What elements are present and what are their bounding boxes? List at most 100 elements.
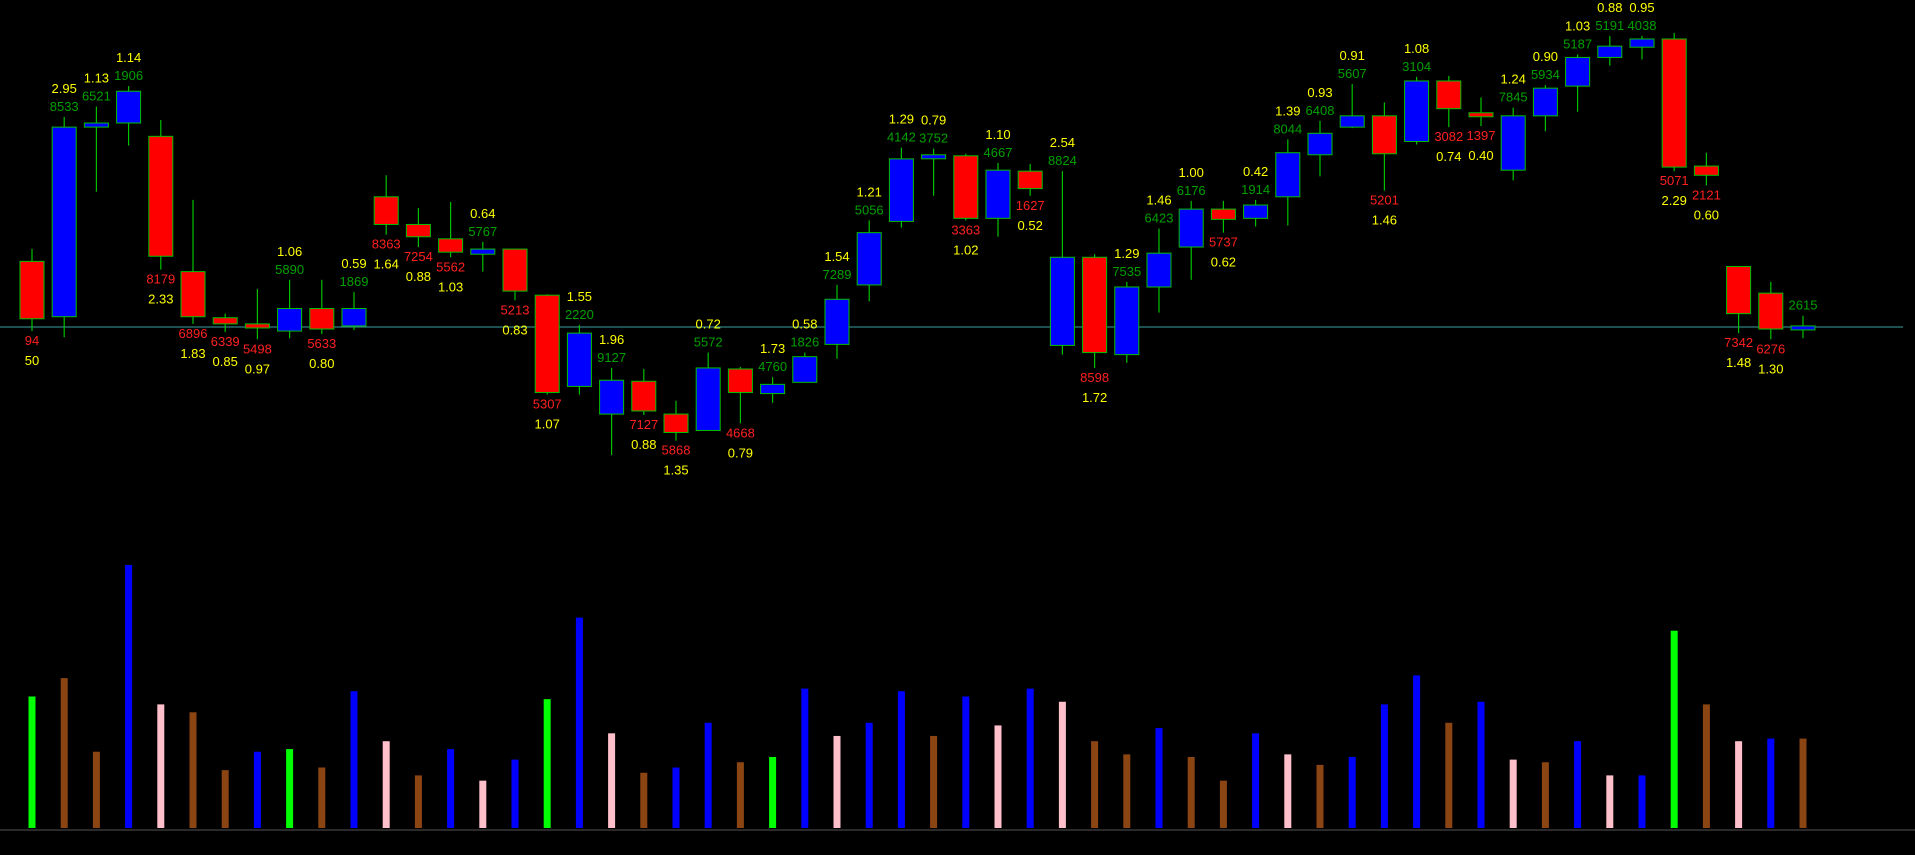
candle-body	[1307, 132, 1333, 156]
candle-ratio-label: 0.88	[1597, 0, 1622, 15]
candle-body	[727, 368, 753, 394]
candle-body	[1243, 204, 1269, 219]
candle-body	[470, 248, 496, 255]
candle-ratio-label: 1.46	[1146, 193, 1171, 208]
candle-ratio-label: 0.58	[792, 317, 817, 332]
candle: 6176 1.00	[1177, 165, 1206, 280]
candle: 5607 0.91	[1338, 48, 1367, 129]
candle-ratio-label: 1.30	[1758, 361, 1783, 376]
candle-body	[1404, 80, 1430, 142]
volume-bar	[28, 696, 36, 828]
volume-bar	[1574, 741, 1582, 828]
volume-bar	[994, 725, 1002, 828]
volume-bar	[1348, 756, 1356, 828]
candle-body	[1275, 152, 1301, 198]
volume-bar	[833, 735, 841, 828]
candle-ratio-label: 0.59	[341, 256, 366, 271]
candle-value-label: 2121	[1692, 188, 1721, 203]
candle: 1906 1.14	[114, 50, 143, 146]
candle-body	[1629, 38, 1655, 48]
volume-bar	[672, 767, 680, 828]
candle-ratio-label: 1.06	[277, 244, 302, 259]
volume-bar	[1187, 756, 1195, 828]
candle-value-label: 9127	[597, 350, 626, 365]
candle-ratio-label: 0.90	[1533, 49, 1558, 64]
volume-bar	[125, 565, 133, 828]
candle-ratio-label: 50	[25, 353, 39, 368]
candle-ratio-label: 1.83	[180, 346, 205, 361]
candle-body	[212, 317, 238, 325]
candle: 6408 0.93	[1306, 85, 1335, 177]
volume-bar	[897, 691, 905, 828]
candle-body	[985, 169, 1011, 219]
candle-body	[116, 90, 142, 124]
candle: 2220 1.55	[565, 289, 594, 395]
candle-ratio-label: 1.13	[84, 71, 109, 86]
candle: 5737 0.62	[1209, 200, 1238, 270]
volume-bar	[60, 678, 68, 828]
candle-value-label: 5213	[501, 302, 530, 317]
candle-value-label: 4142	[887, 130, 916, 145]
volume-bar	[1799, 738, 1807, 828]
candle: 6521 1.13	[82, 71, 111, 192]
candle: 7535 1.29	[1112, 246, 1141, 363]
candle-value-label: 7289	[823, 267, 852, 282]
volume-bar	[1735, 741, 1743, 828]
candle-ratio-label: 1.29	[889, 112, 914, 127]
candle: 2615	[1789, 298, 1817, 339]
volume-bar	[1509, 759, 1517, 828]
candle-ratio-label: 0.88	[406, 269, 431, 284]
candle-value-label: 6408	[1306, 103, 1335, 118]
candle: 4142 1.29	[887, 112, 916, 228]
candle-ratio-label: 1.73	[760, 341, 785, 356]
volume-bar	[704, 722, 712, 828]
candle-ratio-label: 1.03	[438, 279, 463, 294]
volume-bar	[736, 762, 744, 828]
candle-body	[405, 223, 431, 238]
candle-ratio-label: 1.55	[567, 289, 592, 304]
volume-bar	[962, 696, 970, 828]
candle: 5071 2.29	[1660, 32, 1689, 208]
candle: 5213 0.83	[501, 248, 530, 337]
candle-ratio-label: 2.29	[1662, 193, 1687, 208]
candle-body	[953, 155, 979, 219]
candle-value-label: 5737	[1209, 235, 1238, 250]
candle-body	[502, 248, 528, 292]
candle-value-label: 5934	[1531, 67, 1560, 82]
candle: 2121 0.60	[1692, 152, 1721, 223]
volume-bar	[1477, 701, 1485, 828]
volume-bar	[1123, 754, 1131, 828]
volume-bar	[1284, 754, 1292, 828]
candle: 8363 1.64	[372, 175, 401, 272]
candle-value-label: 1869	[340, 274, 369, 289]
candle-body	[631, 380, 657, 412]
candle-value-label: 5307	[533, 397, 562, 412]
candle-ratio-label: 0.79	[728, 445, 753, 460]
candle: 5056 1.21	[855, 184, 884, 302]
candle-value-label: 5201	[1370, 193, 1399, 208]
candle-body	[888, 158, 914, 222]
volume-bar	[1638, 775, 1646, 828]
candle-value-label: 5056	[855, 202, 884, 217]
volume-bar	[1670, 630, 1678, 828]
candle-ratio-label: 0.62	[1211, 255, 1236, 270]
candle-ratio-label: 0.60	[1694, 208, 1719, 223]
candle-ratio-label: 1.08	[1404, 41, 1429, 56]
candle-ratio-label: 1.54	[824, 249, 849, 264]
candle: 7845 1.24	[1499, 72, 1528, 181]
candle-value-label: 5767	[468, 224, 497, 239]
candle-value-label: 3363	[951, 222, 980, 237]
candle-ratio-label: 0.79	[921, 113, 946, 128]
volume-bar	[1252, 733, 1260, 828]
candle: 7127 0.88	[629, 368, 658, 452]
volume-bar	[1606, 775, 1614, 828]
volume-bar	[1219, 780, 1227, 828]
candle-value-label: 8363	[372, 237, 401, 252]
candle-value-label: 5633	[307, 336, 336, 351]
candle-value-label: 8044	[1273, 121, 1302, 136]
candle-body	[1114, 286, 1140, 356]
candle-body	[792, 356, 818, 383]
volume-bar	[511, 759, 519, 828]
